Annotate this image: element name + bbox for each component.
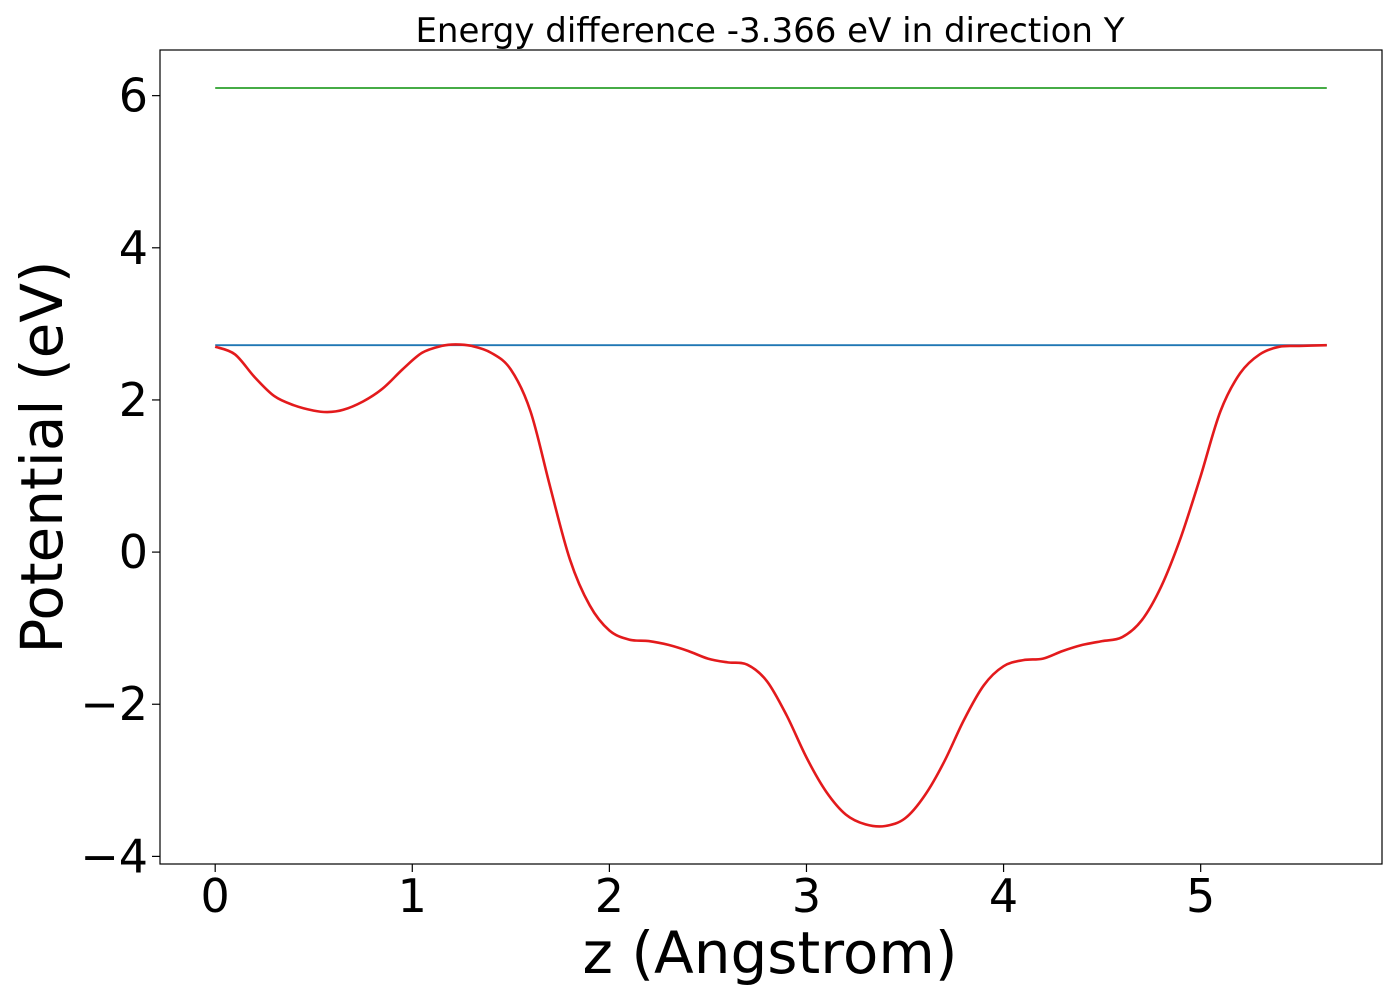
y-tick-label: −4 [80,829,148,883]
y-axis-label: Potential (eV) [8,260,76,653]
chart-title: Energy difference -3.366 eV in direction… [415,11,1124,51]
y-tick-label: −2 [80,677,148,731]
y-tick-label: 0 [119,525,148,579]
red-potential-curve [214,343,1327,828]
x-tick-label: 5 [1186,869,1215,923]
y-tick-label: 2 [119,373,148,427]
y-tick-label: 6 [119,69,148,123]
plot-area [214,87,1327,828]
x-tick-label: 3 [792,869,821,923]
y-tick-label: 4 [119,221,148,275]
x-axis-label: z (Angstrom) [583,919,958,987]
x-tick-label: 2 [595,869,624,923]
series-layer [214,87,1327,828]
x-axis-ticks: 0 1 2 3 4 5 [201,864,1215,923]
x-tick-label: 0 [201,869,230,923]
x-tick-label: 1 [398,869,427,923]
y-axis-ticks: −4 −2 0 2 4 6 [80,69,160,883]
x-tick-label: 4 [989,869,1018,923]
axes-frame [159,49,1383,865]
